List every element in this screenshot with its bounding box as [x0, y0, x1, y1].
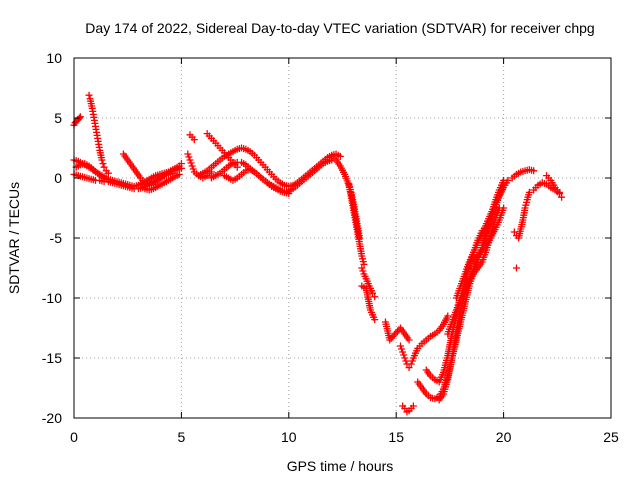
data-point — [512, 264, 520, 272]
x-axis-label: GPS time / hours — [287, 458, 394, 474]
series-fall-3 — [358, 264, 379, 301]
y-tick-label: 5 — [54, 110, 62, 126]
series-hump-0 — [85, 91, 112, 177]
series-trough-2 — [399, 402, 417, 416]
data-point — [186, 156, 194, 164]
data-point — [402, 357, 410, 365]
data-point — [525, 188, 533, 196]
series-track-k — [220, 166, 293, 198]
series-late-1 — [508, 166, 538, 182]
data-point — [401, 404, 409, 412]
data-point — [177, 160, 185, 168]
data-point — [405, 364, 413, 372]
data-point — [358, 264, 366, 272]
x-tick-label: 15 — [388, 429, 404, 445]
data-point — [99, 160, 107, 168]
data-point — [405, 336, 413, 344]
chart-title: Day 174 of 2022, Sidereal Day-to-day VTE… — [85, 20, 594, 36]
marks-layer — [70, 91, 566, 416]
data-point — [555, 188, 563, 196]
y-tick-label: -15 — [42, 350, 62, 366]
data-point — [175, 170, 183, 178]
data-point — [102, 175, 110, 183]
data-point — [190, 136, 198, 144]
y-tick-label: 10 — [46, 50, 62, 66]
data-point — [408, 357, 416, 365]
plot-frame — [73, 57, 612, 419]
series-fall-2 — [345, 180, 364, 242]
data-point — [85, 91, 93, 99]
data-point — [104, 169, 112, 177]
series-trough-8 — [470, 204, 508, 266]
y-axis-label: SDTVAR / TECUs — [6, 182, 22, 294]
data-point — [396, 342, 404, 350]
data-point — [285, 190, 293, 198]
series-track-g — [186, 131, 198, 144]
data-point — [356, 234, 364, 242]
y-tick-label: 0 — [54, 170, 62, 186]
data-point — [399, 348, 407, 356]
data-point — [76, 113, 84, 121]
data-point — [187, 159, 195, 167]
data-point — [500, 181, 508, 189]
data-point — [409, 402, 417, 410]
series-trough-7 — [452, 181, 508, 302]
series-track-h — [203, 130, 241, 171]
data-point — [401, 354, 409, 362]
data-point — [400, 351, 408, 359]
data-point — [371, 293, 379, 301]
x-tick-label: 20 — [496, 429, 512, 445]
grid-layer — [74, 58, 611, 418]
series-late-5 — [543, 172, 563, 196]
series-fall-4 — [358, 282, 379, 324]
data-point — [189, 165, 197, 173]
data-point — [336, 152, 344, 160]
data-point — [184, 150, 192, 158]
series-trough-1 — [396, 312, 452, 372]
series-late-2 — [510, 188, 533, 242]
data-point — [558, 193, 566, 201]
data-point — [359, 267, 367, 275]
data-point — [360, 260, 368, 268]
data-point — [188, 162, 196, 170]
series-late-3 — [512, 264, 520, 272]
x-tick-label: 0 — [70, 429, 78, 445]
data-point — [407, 360, 415, 368]
data-point — [98, 156, 106, 164]
data-point — [398, 345, 406, 353]
data-point — [500, 204, 508, 212]
data-point — [504, 176, 512, 184]
y-tick-label: -20 — [42, 410, 62, 426]
data-point — [371, 316, 379, 324]
data-point — [444, 312, 452, 320]
data-point — [510, 228, 518, 236]
x-tick-label: 5 — [178, 429, 186, 445]
x-tick-label: 10 — [281, 429, 297, 445]
y-tick-label: -5 — [50, 230, 63, 246]
series-fall-5 — [381, 318, 413, 344]
data-point — [185, 153, 193, 161]
x-tick-label: 25 — [603, 429, 619, 445]
y-tick-label: -10 — [42, 290, 62, 306]
data-point — [530, 167, 538, 175]
series-track-c — [72, 160, 110, 183]
series-track-e — [141, 170, 183, 194]
data-point — [100, 163, 108, 171]
